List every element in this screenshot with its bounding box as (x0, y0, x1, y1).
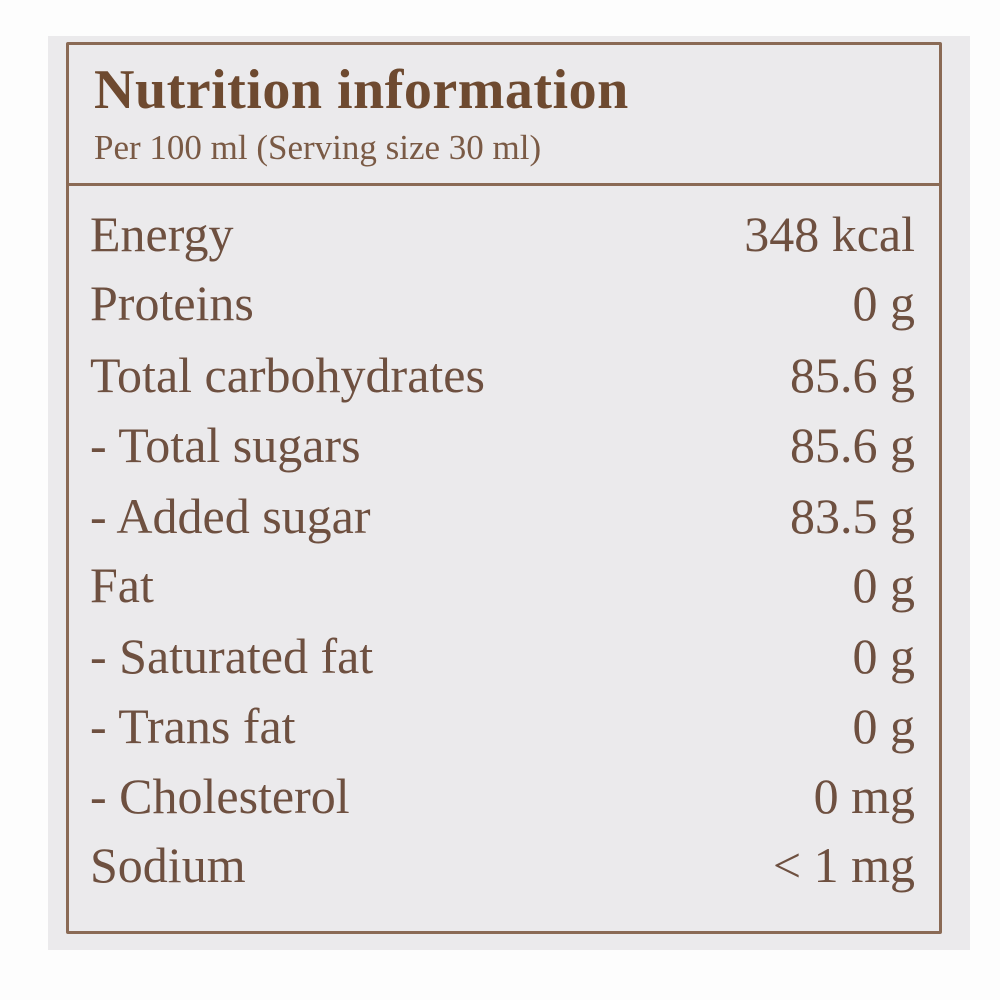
nutrient-name: Total carbohydrates (90, 347, 485, 403)
serving-info: Per 100 ml (Serving size 30 ml) (94, 128, 542, 167)
nutrient-value: 83.5 g (790, 488, 915, 544)
nutrient-value: 348 kcal (744, 206, 915, 262)
nutrient-name: Energy (90, 206, 234, 262)
nutrient-row: - Total sugars 85.6 g (90, 416, 915, 476)
nutrient-name: Fat (90, 557, 154, 613)
header-divider (66, 183, 940, 186)
nutrient-value: < 1 mg (772, 837, 915, 893)
nutrient-name: - Added sugar (90, 488, 371, 544)
nutrient-value: 0 g (852, 275, 916, 331)
nutrient-name: - Saturated fat (90, 628, 374, 684)
nutrient-row: Fat 0 g (90, 556, 915, 616)
nutrient-name: Sodium (90, 837, 246, 893)
nutrient-value: 0 g (852, 628, 916, 684)
nutrient-row: - Trans fat 0 g (90, 697, 915, 757)
nutrient-name: - Total sugars (90, 417, 361, 473)
label-background (48, 36, 970, 950)
nutrient-value: 0 g (852, 557, 916, 613)
nutrition-title: Nutrition information (94, 59, 629, 121)
nutrient-value: 85.6 g (790, 417, 915, 473)
nutrient-row: Sodium < 1 mg (90, 836, 915, 896)
nutrient-value: 85.6 g (790, 347, 915, 403)
nutrient-row: Proteins 0 g (90, 274, 915, 334)
nutrient-name: - Trans fat (90, 698, 296, 754)
nutrient-row: Energy 348 kcal (90, 205, 915, 265)
nutrient-row: Total carbohydrates 85.6 g (90, 346, 915, 406)
nutrient-name: - Cholesterol (90, 768, 350, 824)
nutrient-row: - Saturated fat 0 g (90, 627, 915, 687)
nutrient-row: - Cholesterol 0 mg (90, 767, 915, 827)
nutrient-row: - Added sugar 83.5 g (90, 487, 915, 547)
nutrient-value: 0 g (852, 698, 916, 754)
nutrition-table-border (66, 42, 942, 934)
nutrient-value: 0 mg (813, 768, 915, 824)
nutrient-name: Proteins (90, 275, 254, 331)
